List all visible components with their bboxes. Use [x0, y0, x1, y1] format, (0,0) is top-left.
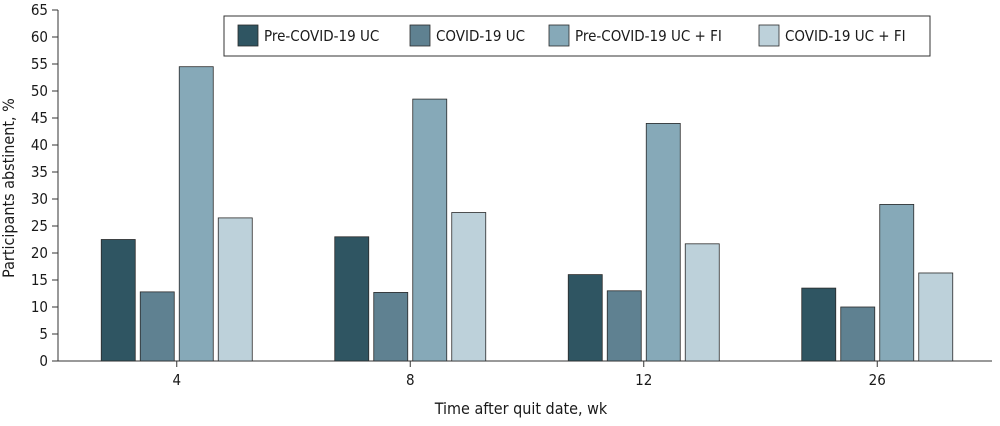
y-axis: 0 5 10 15 20 25 30 35 40 45 50 55 60 65	[31, 1, 59, 370]
bar-3-cat-12	[645, 123, 681, 362]
legend-label: Pre-COVID-19 UC	[264, 27, 379, 45]
x-tick-label: 26	[869, 371, 886, 389]
bars	[100, 66, 954, 362]
x-axis: 4 8 12 26	[58, 360, 992, 389]
legend: Pre-COVID-19 UC COVID-19 UC Pre-COVID-19 U…	[223, 15, 931, 57]
y-tick-label: 0	[39, 352, 48, 370]
legend-label: COVID-19 UC	[436, 27, 525, 45]
legend-label: COVID-19 UC + FI	[785, 27, 906, 45]
y-tick-label: 60	[31, 28, 48, 46]
x-tick-label: 4	[172, 371, 181, 389]
bar-3-cat-8	[412, 98, 448, 362]
legend-swatch	[548, 24, 570, 47]
y-tick-label: 20	[31, 244, 48, 262]
y-tick-label: 45	[31, 109, 48, 127]
y-tick-label: 5	[39, 325, 48, 343]
legend-label: Pre-COVID-19 UC + FI	[575, 27, 722, 45]
bar-3-cat-4	[178, 66, 214, 362]
y-tick-label: 30	[31, 190, 48, 208]
bar-2-cat-26	[840, 306, 876, 362]
bar-1-cat-8	[334, 236, 370, 362]
bar-4-cat-26	[918, 272, 954, 362]
bar-3-cat-26	[879, 203, 915, 362]
y-axis-title: Participants abstinent, %	[0, 98, 18, 278]
bar-1-cat-12	[567, 274, 603, 362]
bar-1-cat-4	[100, 239, 136, 362]
bar-2-cat-12	[606, 290, 642, 362]
legend-item: Pre-COVID-19 UC + FI	[548, 24, 722, 47]
legend-swatch	[758, 24, 780, 47]
bar-4-cat-12	[684, 243, 720, 362]
bar-4-cat-8	[451, 212, 487, 362]
legend-swatch	[409, 24, 431, 47]
y-tick-label: 40	[31, 136, 48, 154]
y-tick-label: 10	[31, 298, 48, 316]
bar-4-cat-4	[217, 217, 253, 362]
x-tick-label: 8	[406, 371, 415, 389]
legend-item: COVID-19 UC + FI	[758, 24, 906, 47]
bar-2-cat-8	[373, 292, 409, 362]
bar-2-cat-4	[139, 291, 175, 362]
y-tick-label: 25	[31, 217, 48, 235]
x-tick-label: 12	[635, 371, 652, 389]
x-axis-title: Time after quit date, wk	[434, 399, 608, 418]
y-tick-label: 65	[31, 1, 48, 19]
legend-item: COVID-19 UC	[409, 24, 525, 47]
y-tick-label: 55	[31, 55, 48, 73]
y-tick-label: 15	[31, 271, 48, 289]
bar-1-cat-26	[801, 287, 837, 362]
legend-box	[223, 15, 931, 57]
legend-item: Pre-COVID-19 UC	[237, 24, 379, 47]
y-tick-label: 35	[31, 163, 48, 181]
legend-swatch	[237, 24, 259, 47]
y-tick-label: 50	[31, 82, 48, 100]
